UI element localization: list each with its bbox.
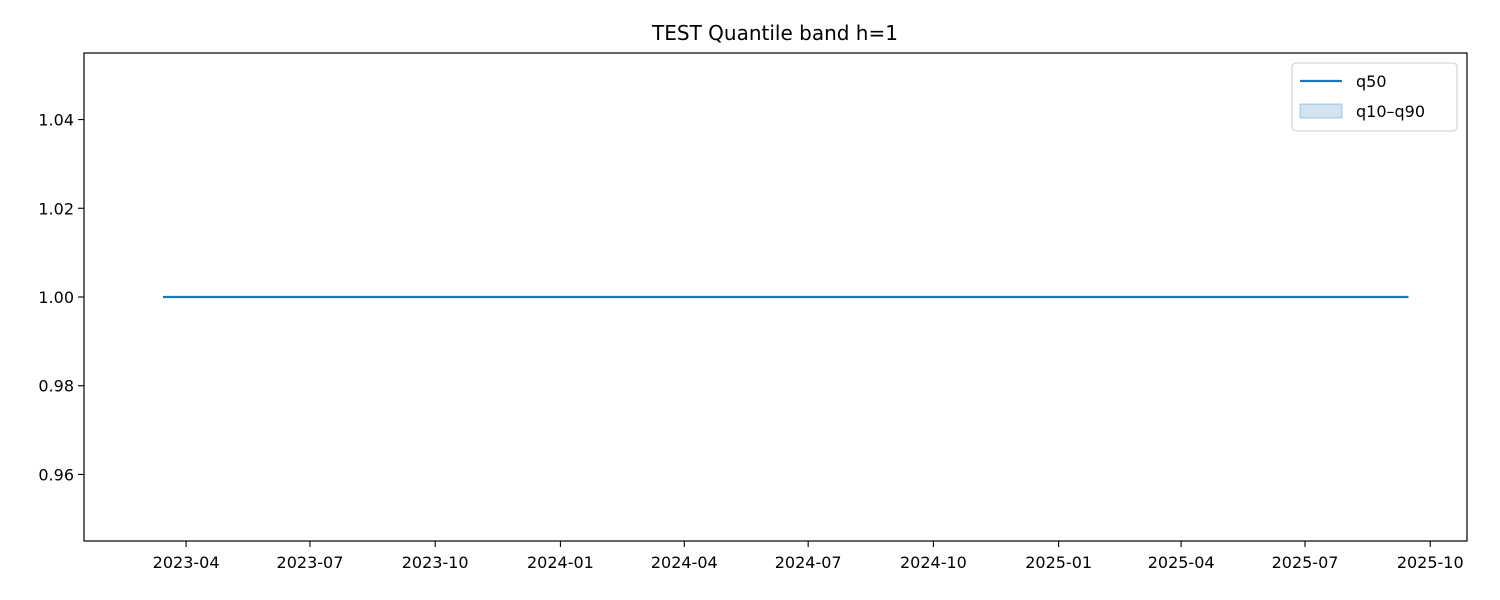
- x-tick-label: 2024-10: [900, 553, 967, 572]
- x-tick-label: 2025-01: [1025, 553, 1092, 572]
- legend-band-swatch: [1299, 103, 1343, 119]
- legend: q50 q10–q90: [1291, 62, 1458, 132]
- y-tick-label: 0.98: [38, 377, 74, 396]
- legend-band-label: q10–q90: [1356, 102, 1425, 121]
- x-tick-label: 2025-07: [1272, 553, 1339, 572]
- y-axis-ticks: 0.96 0.98 1.00 1.02 1.04: [38, 111, 84, 484]
- x-tick-label: 2025-10: [1397, 553, 1464, 572]
- x-tick-label: 2025-04: [1148, 553, 1215, 572]
- y-tick-label: 1.00: [38, 288, 74, 307]
- chart-title: TEST Quantile band h=1: [651, 21, 898, 45]
- x-tick-label: 2024-07: [775, 553, 842, 572]
- x-axis-ticks: 2023-04 2023-07 2023-10 2024-01 2024-04 2024-…: [153, 541, 1464, 572]
- x-tick-label: 2023-10: [402, 553, 469, 572]
- legend-q50-label: q50: [1356, 72, 1387, 91]
- x-tick-label: 2024-01: [527, 553, 594, 572]
- y-tick-label: 0.96: [38, 465, 74, 484]
- x-tick-label: 2023-07: [277, 553, 344, 572]
- x-tick-label: 2023-04: [153, 553, 220, 572]
- y-tick-label: 1.04: [38, 111, 74, 130]
- x-tick-label: 2024-04: [651, 553, 718, 572]
- y-tick-label: 1.02: [38, 199, 74, 218]
